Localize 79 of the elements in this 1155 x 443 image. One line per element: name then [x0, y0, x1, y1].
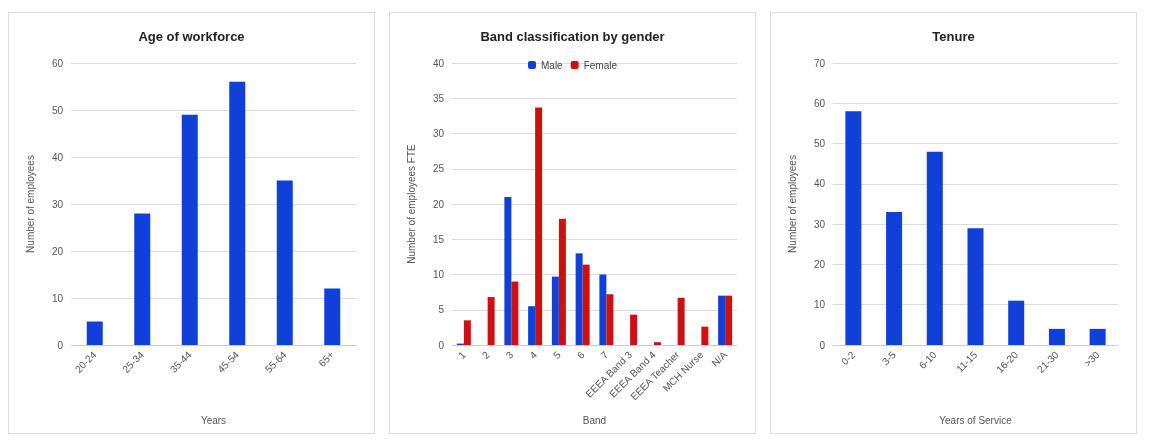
chart-title: Tenure	[932, 29, 975, 44]
x-tick-label: 3-5	[879, 348, 899, 368]
bar	[967, 228, 984, 345]
x-tick-label: 1	[456, 348, 469, 361]
bar	[558, 218, 566, 345]
y-tick-label: 40	[432, 57, 445, 69]
legend-label: Female	[583, 59, 618, 71]
x-tick-label: 3	[503, 348, 516, 361]
y-tick-label: 50	[51, 104, 64, 116]
y-tick-label: 60	[813, 97, 826, 109]
bar	[845, 111, 862, 345]
bar	[606, 294, 614, 345]
x-tick-label: 0-2	[839, 348, 858, 368]
y-tick-label: 5	[438, 304, 445, 316]
y-tick-label: 30	[432, 128, 445, 139]
x-tick-label: 6	[574, 348, 587, 361]
y-tick-label: 0	[438, 339, 445, 351]
bar	[229, 81, 246, 345]
y-axis-title: Number of employees FTE	[405, 143, 417, 264]
y-tick-label: 10	[51, 292, 64, 304]
bar	[582, 264, 590, 345]
y-axis-title: Number of employees	[786, 155, 798, 253]
bar	[535, 107, 543, 345]
bar	[725, 295, 733, 345]
x-axis-title: Years of Service	[939, 414, 1013, 426]
bar	[701, 326, 709, 345]
y-tick-label: 30	[813, 218, 826, 230]
bar	[677, 297, 685, 345]
bar	[926, 151, 943, 345]
x-tick-label: 65+	[316, 348, 337, 369]
y-tick-label: 20	[432, 198, 445, 210]
bar	[886, 212, 903, 345]
bar	[276, 180, 293, 345]
legend-label: Male	[540, 59, 564, 71]
bar	[1089, 328, 1106, 345]
y-tick-label: 70	[813, 57, 826, 69]
bar	[528, 306, 536, 345]
y-tick-label: 10	[432, 269, 445, 280]
y-axis-title: Number of employees	[24, 155, 36, 253]
x-tick-label: 7	[598, 348, 611, 361]
x-axis-title: Band	[582, 414, 607, 426]
bar	[653, 342, 661, 345]
chart-title: Age of workforce	[138, 29, 245, 44]
bar	[1048, 328, 1065, 345]
bar	[463, 320, 471, 345]
chart-title: Band classification by gender	[480, 29, 665, 44]
bar	[86, 321, 103, 345]
bar	[599, 274, 607, 345]
bar	[504, 196, 512, 345]
bar	[1008, 300, 1025, 345]
y-tick-label: 20	[51, 245, 64, 257]
y-tick-label: 15	[432, 233, 445, 245]
x-tick-label: 6-10	[916, 348, 939, 372]
bar	[511, 281, 519, 345]
bar	[134, 213, 151, 345]
x-tick-label: 2	[479, 348, 492, 361]
y-tick-label: 25	[432, 163, 445, 175]
x-tick-label: 5	[551, 348, 564, 361]
y-tick-label: 35	[432, 92, 445, 104]
bar	[551, 276, 559, 345]
y-tick-label: 10	[813, 299, 826, 311]
x-axis-title: Years	[200, 414, 227, 426]
y-tick-label: 50	[813, 138, 826, 150]
x-tick-label: >30	[1081, 348, 1102, 369]
y-tick-label: 0	[819, 339, 826, 351]
y-tick-label: 40	[813, 178, 826, 190]
y-tick-label: 40	[51, 151, 64, 163]
y-tick-label: 60	[51, 57, 64, 69]
y-tick-label: 30	[51, 198, 64, 210]
x-tick-label: 4	[527, 348, 540, 361]
y-tick-label: 20	[813, 258, 826, 270]
x-tick-label: N/A	[709, 348, 730, 369]
bar	[630, 314, 638, 345]
bar	[487, 297, 495, 345]
y-tick-label: 0	[57, 339, 64, 351]
bar	[575, 253, 583, 345]
bar	[181, 114, 198, 345]
bar	[718, 295, 726, 345]
bar	[324, 288, 341, 345]
